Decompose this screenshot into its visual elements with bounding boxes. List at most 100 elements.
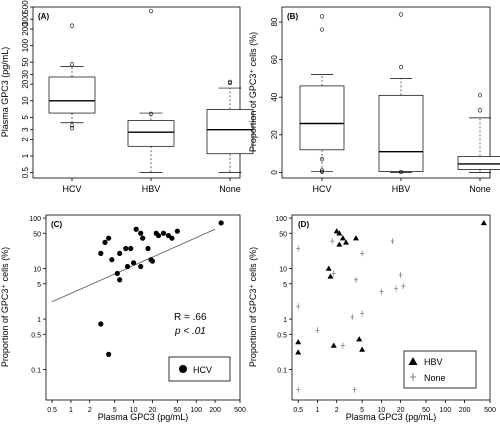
panel-c-point-hcv [133,226,139,232]
panel-a-box [127,120,175,147]
panel-d-point-none [330,238,335,245]
panel-b-boxes [299,12,500,175]
panel-c-point-hcv [148,257,154,263]
panel-d-xticks: 0.5 1 2 5 10 20 50 100 200 500 [293,400,496,414]
panel-c-p-value: p < .01 [174,326,206,337]
panel-d-point-hbv [327,273,334,279]
panel-c-legend-hcv-marker [179,365,187,373]
panel-a-xtick-label: None [219,184,241,194]
panel-c-ytick-label: 0.1 [31,368,41,375]
panel-b-xtick-label: HCV [312,184,331,194]
panel-b-outlier [319,157,325,162]
panel-d-point-hbv [325,265,332,271]
panel-a-ytick-label: 10 [21,96,30,105]
panel-c-point-hcv [130,260,137,266]
panel-b-box [457,156,500,170]
panel-b-outlier [319,168,325,173]
panel-d-legend-hbv-marker [408,357,418,365]
panel-d-xtick-label: 100 [439,407,451,414]
panel-d-legend-none-label: None [424,373,446,383]
panel-c-point-hcv [124,263,131,270]
panel-d-ytick-label: 100 [275,216,287,223]
panel-d-point-none [360,250,365,257]
panel-a-outlier [69,123,75,128]
panel-d-point-none [296,386,301,393]
panel-d-point-hbv [330,342,337,348]
panel-d-point-none [352,386,357,393]
panel-d-ytick-label: 10 [279,267,287,274]
panel-c-ytick-label: 5 [37,282,41,289]
panel-a-ytick-label: 500 [21,0,30,14]
panel-b-outlier [398,65,404,70]
panel-c: (C) Plasma GPC3 (pg/mL) Proportion of GP… [0,214,246,422]
panel-d-point-none [401,283,406,290]
panel-c-x-axis-label: Plasma GPC3 (pg/mL) [98,412,189,422]
panel-c-ytick-label: 1 [37,317,41,324]
panel-b-xtick-label: HBV [392,184,411,194]
panel-c-xtick-label: 1 [69,407,73,414]
panel-d-xtick-label: 20 [397,407,405,414]
panel-c-label: (C) [51,220,62,229]
panel-b-frame [281,6,491,179]
panel-d-point-none [315,327,320,334]
panel-d-points [295,219,487,393]
panel-a: (A) Plasma GPC3 (pg/mL) 5003002001005030… [0,0,254,194]
panel-a-ytick-label: 30 [21,69,30,78]
panel-d-point-hbv [356,336,363,342]
panel-c-point-hcv [109,257,115,263]
panel-d-point-none [394,285,399,292]
panel-b-outlier [477,108,483,113]
panel-d-point-hbv [343,239,350,245]
panel-c-point-hcv [114,270,120,277]
panel-c-points [98,220,224,357]
panel-a-box [206,109,254,155]
panel-b-ytick-label: 0 [270,170,279,175]
panel-a-ytick-label: 1 [21,153,30,158]
panel-b-ytick-label: 40 [270,92,279,101]
panel-d-point-hbv [359,346,366,352]
panel-a-frame [32,6,241,179]
panel-d-x-axis-label: Plasma GPC3 (pg/mL) [346,412,437,422]
panel-c-ytick-label: 100 [29,216,41,223]
panel-d-frame [291,214,491,401]
panel-d-point-hbv [295,349,302,355]
panel-d-legend-none-marker [410,373,416,381]
panel-d-xtick-label: 5 [360,407,364,414]
panel-c-point-hcv [117,277,123,283]
panel-c-xticks: 0.5 1 2 5 10 20 50 100 200 500 [47,400,246,414]
panel-a-y-axis-label: Plasma GPC3 (pg/mL) [0,47,10,138]
panel-d-xtick-label: 10 [377,407,385,414]
panel-c-point-hcv [160,230,167,236]
panel-b-outlier [398,169,404,175]
panel-a-outlier [148,9,154,14]
panel-d-point-hbv [336,241,343,247]
panel-d-xtick-label: 2 [335,407,339,414]
panel-d: (D) Plasma GPC3 (pg/mL) Proportion of GP… [248,214,496,422]
panel-d-point-hbv [333,228,340,234]
panel-a-ytick-label: 200 [21,22,30,36]
panel-a-boxes [48,9,254,173]
panel-c-yticks: 0.1 0.5 1 5 10 50 100 [29,216,46,375]
panel-a-box [48,76,96,114]
panel-a-outlier [227,80,233,86]
panel-d-point-none [350,313,355,320]
panel-d-yticks: 0.1 0.5 1 5 10 50 100 [275,216,292,375]
panel-a-ytick-label: 2 [21,137,30,142]
panel-c-point-hcv [218,220,224,226]
panel-b-xtick-label: None [469,184,491,194]
panel-d-ytick-label: 50 [279,231,287,238]
panel-a-ytick-label: 20 [21,79,30,88]
panel-d-label: (D) [298,220,309,229]
panel-b-ytick-label: 20 [270,130,279,139]
panel-c-point-hcv [174,228,180,234]
panel-c-point-hcv [128,245,134,252]
panel-c-point-hcv [123,245,129,252]
panel-c-point-hcv [117,250,123,256]
panel-a-xtick-label: HBV [142,184,161,194]
panel-c-xtick-label: 200 [209,407,221,414]
panel-d-point-hbv [352,235,359,241]
panel-c-xtick-label: 10 [130,407,138,414]
panel-b-box [299,85,345,151]
panel-c-xtick-label: 20 [149,407,157,414]
